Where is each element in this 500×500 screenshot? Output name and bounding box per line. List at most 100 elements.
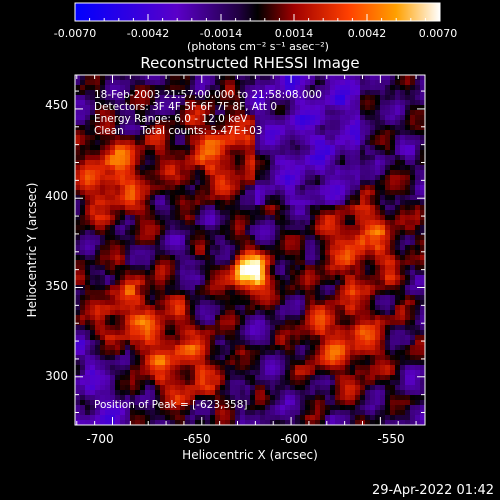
image-pixel (310, 310, 316, 316)
image-pixel (90, 135, 96, 141)
image-pixel (360, 145, 366, 151)
image-pixel (280, 320, 286, 326)
image-pixel (100, 300, 106, 306)
image-pixel (355, 220, 361, 226)
image-pixel (350, 85, 356, 91)
image-pixel (380, 140, 386, 146)
image-pixel (375, 410, 381, 416)
image-pixel (410, 215, 416, 221)
image-pixel (215, 145, 221, 151)
image-pixel (415, 340, 421, 346)
image-pixel (130, 415, 136, 421)
image-pixel (80, 95, 86, 101)
image-pixel (105, 360, 111, 366)
image-pixel (245, 260, 251, 266)
image-pixel (75, 365, 81, 371)
image-pixel (275, 410, 281, 416)
image-pixel (185, 90, 191, 96)
image-pixel (315, 280, 321, 286)
image-pixel (340, 315, 346, 321)
image-pixel (210, 135, 216, 141)
image-pixel (210, 325, 216, 331)
image-pixel (380, 260, 386, 266)
image-pixel (75, 375, 81, 381)
image-pixel (175, 260, 181, 266)
image-pixel (265, 250, 271, 256)
image-pixel (95, 155, 101, 161)
image-pixel (325, 95, 331, 101)
image-pixel (115, 400, 121, 406)
image-pixel (325, 150, 331, 156)
image-pixel (120, 280, 126, 286)
image-pixel (80, 185, 86, 191)
image-pixel (310, 330, 316, 336)
colorbar-tick-label: -0.0042 (127, 27, 169, 40)
image-pixel (195, 330, 201, 336)
image-pixel (380, 130, 386, 136)
image-pixel (290, 380, 296, 386)
image-pixel (80, 240, 86, 246)
image-pixel (310, 170, 316, 176)
image-pixel (210, 160, 216, 166)
image-pixel (325, 270, 331, 276)
image-pixel (275, 405, 281, 411)
image-pixel (380, 375, 386, 381)
image-pixel (85, 130, 91, 136)
image-pixel (225, 115, 231, 121)
image-pixel (145, 150, 151, 156)
image-pixel (415, 360, 421, 366)
image-pixel (185, 350, 191, 356)
image-pixel (225, 290, 231, 296)
image-pixel (195, 355, 201, 361)
image-pixel (130, 210, 136, 216)
image-pixel (335, 310, 341, 316)
image-pixel (275, 270, 281, 276)
image-pixel (90, 210, 96, 216)
image-pixel (85, 315, 91, 321)
image-pixel (360, 105, 366, 111)
image-pixel (175, 290, 181, 296)
image-pixel (205, 200, 211, 206)
image-pixel (195, 215, 201, 221)
image-pixel (75, 130, 81, 136)
image-pixel (165, 280, 171, 286)
image-pixel (300, 100, 306, 106)
image-pixel (415, 170, 421, 176)
image-pixel (175, 265, 181, 271)
image-pixel (245, 230, 251, 236)
image-pixel (75, 175, 81, 181)
image-pixel (410, 240, 416, 246)
image-pixel (195, 90, 201, 96)
image-pixel (110, 265, 116, 271)
image-pixel (240, 165, 246, 171)
image-pixel (215, 175, 221, 181)
image-pixel (250, 85, 256, 91)
image-pixel (340, 85, 346, 91)
image-pixel (190, 175, 196, 181)
image-pixel (330, 380, 336, 386)
image-pixel (290, 180, 296, 186)
image-pixel (410, 360, 416, 366)
image-pixel (170, 140, 176, 146)
image-pixel (140, 370, 146, 376)
image-pixel (140, 350, 146, 356)
image-pixel (280, 210, 286, 216)
image-pixel (235, 105, 241, 111)
image-pixel (335, 380, 341, 386)
image-pixel (420, 250, 425, 256)
image-pixel (105, 95, 111, 101)
image-pixel (125, 80, 131, 86)
image-pixel (265, 115, 271, 121)
image-pixel (220, 130, 226, 136)
image-pixel (130, 270, 136, 276)
image-pixel (205, 405, 211, 411)
image-pixel (290, 195, 296, 201)
image-pixel (305, 175, 311, 181)
image-pixel (270, 355, 276, 361)
image-pixel (75, 295, 81, 301)
image-pixel (260, 245, 266, 251)
image-pixel (360, 370, 366, 376)
image-pixel (315, 180, 321, 186)
image-pixel (85, 340, 91, 346)
